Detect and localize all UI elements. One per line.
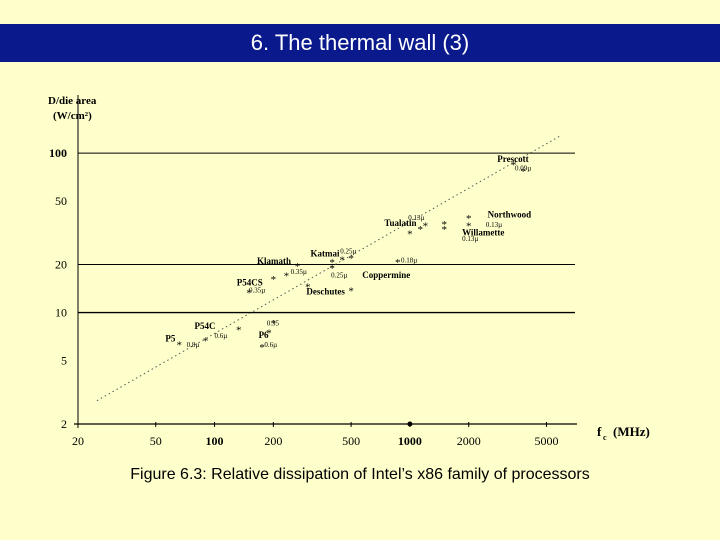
- data-point-16: *: [395, 257, 401, 269]
- x-tick-label-5: 1000: [398, 434, 422, 448]
- point-label-7: Tualatin: [384, 218, 416, 228]
- point-label-12: 0.25µ: [331, 271, 347, 279]
- data-point-12: *: [329, 257, 335, 269]
- data-point-2: *: [236, 325, 242, 337]
- data-point-14: *: [348, 253, 354, 265]
- trend-line: [96, 134, 563, 402]
- data-point-18: *: [418, 224, 424, 236]
- figure-caption: Figure 6.3: Relative dissipation of Inte…: [130, 466, 590, 483]
- x-axis-title: f: [597, 424, 602, 439]
- point-label-19: P54C: [195, 321, 216, 331]
- point-label-14: Coppermine: [362, 270, 410, 280]
- point-label-9: 0.25µ: [340, 247, 356, 255]
- point-label-24: 0.8µ: [187, 341, 200, 349]
- data-point-25: *: [520, 166, 526, 178]
- data-point-22: *: [466, 220, 472, 232]
- point-label-11: 0.35µ: [291, 268, 307, 276]
- axis-titles: D/die area (W/cm²) f c (MHz): [48, 95, 650, 442]
- data-point-7: *: [271, 274, 277, 286]
- data-point-20: *: [442, 224, 448, 236]
- y-axis-title-line2: (W/cm²): [53, 110, 92, 122]
- point-label-1: 0.09µ: [515, 164, 531, 172]
- data-point-17: *: [407, 229, 413, 241]
- point-label-16: P54CS: [237, 277, 263, 287]
- data-point-19: *: [423, 220, 429, 232]
- data-point-11: *: [329, 263, 335, 275]
- data-point-23: *: [466, 213, 472, 225]
- y-tick-label-1: 5: [61, 354, 67, 368]
- point-label-6: 0.13µ: [408, 214, 424, 222]
- point-labels: Prescott0.09µNorthwood0.13µWillamette0.1…: [165, 154, 531, 349]
- data-point-3: *: [259, 342, 265, 354]
- point-label-15: Deschutes: [306, 286, 345, 296]
- y-axis-title-line1: D/die area: [48, 95, 97, 107]
- data-point-15: *: [348, 286, 354, 298]
- point-label-10: Klamath: [257, 256, 291, 266]
- y-tick-label-5: 100: [49, 146, 67, 160]
- data-point-21: *: [442, 219, 448, 231]
- data-point-24: *: [511, 159, 517, 171]
- trend-line-group: [96, 134, 563, 402]
- data-point-4: *: [266, 327, 272, 339]
- data-point-8: *: [284, 270, 290, 282]
- data-point-10: *: [305, 281, 311, 293]
- data-point-0: *: [177, 340, 183, 352]
- x-axis-unit: (MHz): [613, 424, 650, 439]
- point-label-22: 0.6µ: [264, 341, 277, 349]
- point-label-0: Prescott: [497, 154, 528, 164]
- data-point-1: *: [203, 335, 209, 347]
- y-tick-label-4: 50: [55, 194, 67, 208]
- point-label-21: P6: [259, 330, 269, 340]
- data-point-9: *: [295, 261, 301, 273]
- point-label-3: 0.13µ: [486, 221, 502, 229]
- y-tick-label-0: 2: [61, 417, 67, 431]
- point-label-4: Willamette: [462, 227, 504, 237]
- data-point-6: *: [246, 287, 252, 299]
- point-label-23: P5: [165, 333, 175, 343]
- point-label-17: 0.35µ: [249, 286, 265, 294]
- point-label-18: 0.35: [267, 319, 280, 327]
- point-label-13: 0.18µ: [401, 256, 417, 264]
- point-label-8: Katmai: [311, 248, 340, 258]
- x-tick-label-4: 500: [342, 434, 360, 448]
- data-points: * ******* ***** * **** * * ** ****: [177, 159, 526, 353]
- data-point-5: *: [271, 318, 277, 330]
- x-axis-title-sub: c: [603, 433, 607, 442]
- x-tick-label-3: 200: [264, 434, 282, 448]
- y-tick-label-2: 10: [55, 306, 67, 320]
- data-point-13: *: [339, 255, 345, 267]
- x-tick-label-6: 2000: [457, 434, 481, 448]
- chart-grid: [78, 152, 575, 314]
- x-tick-label-2: 100: [206, 434, 224, 448]
- tick-labels: 20 50 100 200 500 1000 2000 5000 2 5 10 20 50 100: [49, 146, 558, 448]
- point-label-20: 0.6µ: [215, 332, 228, 340]
- point-label-2: Northwood: [488, 209, 532, 219]
- point-label-5: 0.13µ: [462, 235, 478, 243]
- x-tick-label-0: 20: [72, 434, 84, 448]
- slide-title: 6. The thermal wall (3): [0, 24, 720, 62]
- x-tick-label-1: 50: [150, 434, 162, 448]
- y-tick-label-3: 20: [55, 258, 67, 272]
- x-tick-label-7: 5000: [534, 434, 558, 448]
- x-marker-1000: [407, 421, 413, 427]
- chart-axes: [74, 95, 577, 428]
